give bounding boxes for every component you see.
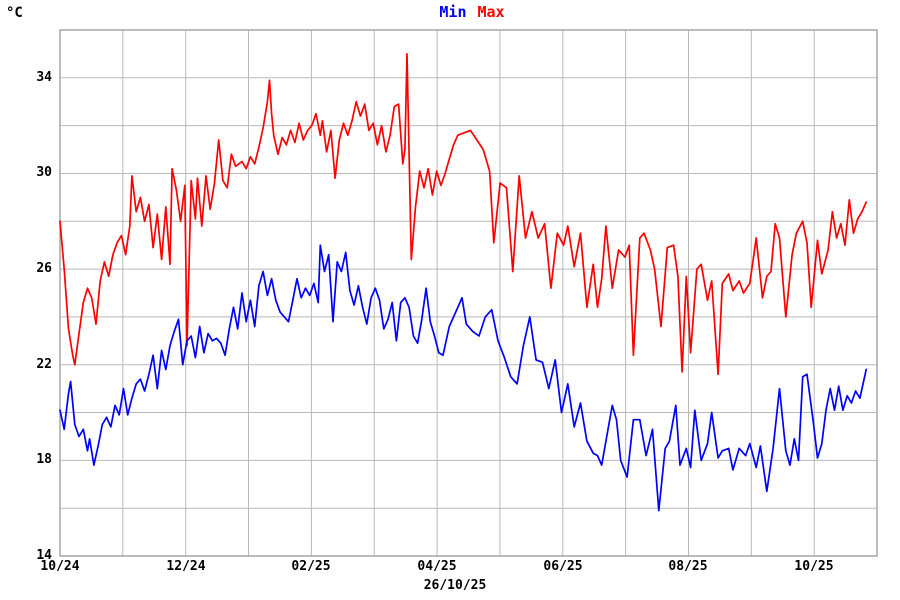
max-series-line	[59, 53, 868, 376]
plot-frame	[59, 29, 878, 557]
x-tick-label: 12/24	[166, 559, 206, 574]
min-series-line	[59, 244, 868, 512]
y-tick-label: 30	[36, 165, 52, 180]
x-tick-label: 10/25	[794, 559, 834, 574]
x-tick-label: 10/24	[40, 559, 80, 574]
chart-title: Min Max	[439, 3, 504, 21]
current-date-label: 26/10/25	[423, 578, 487, 593]
y-tick-label: 26	[36, 261, 52, 276]
y-tick-label: 34	[36, 70, 52, 85]
legend-max-label: Max	[477, 3, 505, 21]
y-tick-label: 14	[36, 548, 52, 563]
x-tick-label: 02/25	[291, 559, 331, 574]
legend-min-label: Min	[439, 3, 467, 21]
y-tick-label: 22	[36, 357, 52, 372]
x-tick-label: 08/25	[668, 559, 708, 574]
y-tick-label: 18	[36, 452, 52, 467]
y-axis-unit-label: °C	[6, 5, 23, 21]
x-tick-label: 04/25	[417, 559, 457, 574]
x-tick-label: 06/25	[543, 559, 583, 574]
